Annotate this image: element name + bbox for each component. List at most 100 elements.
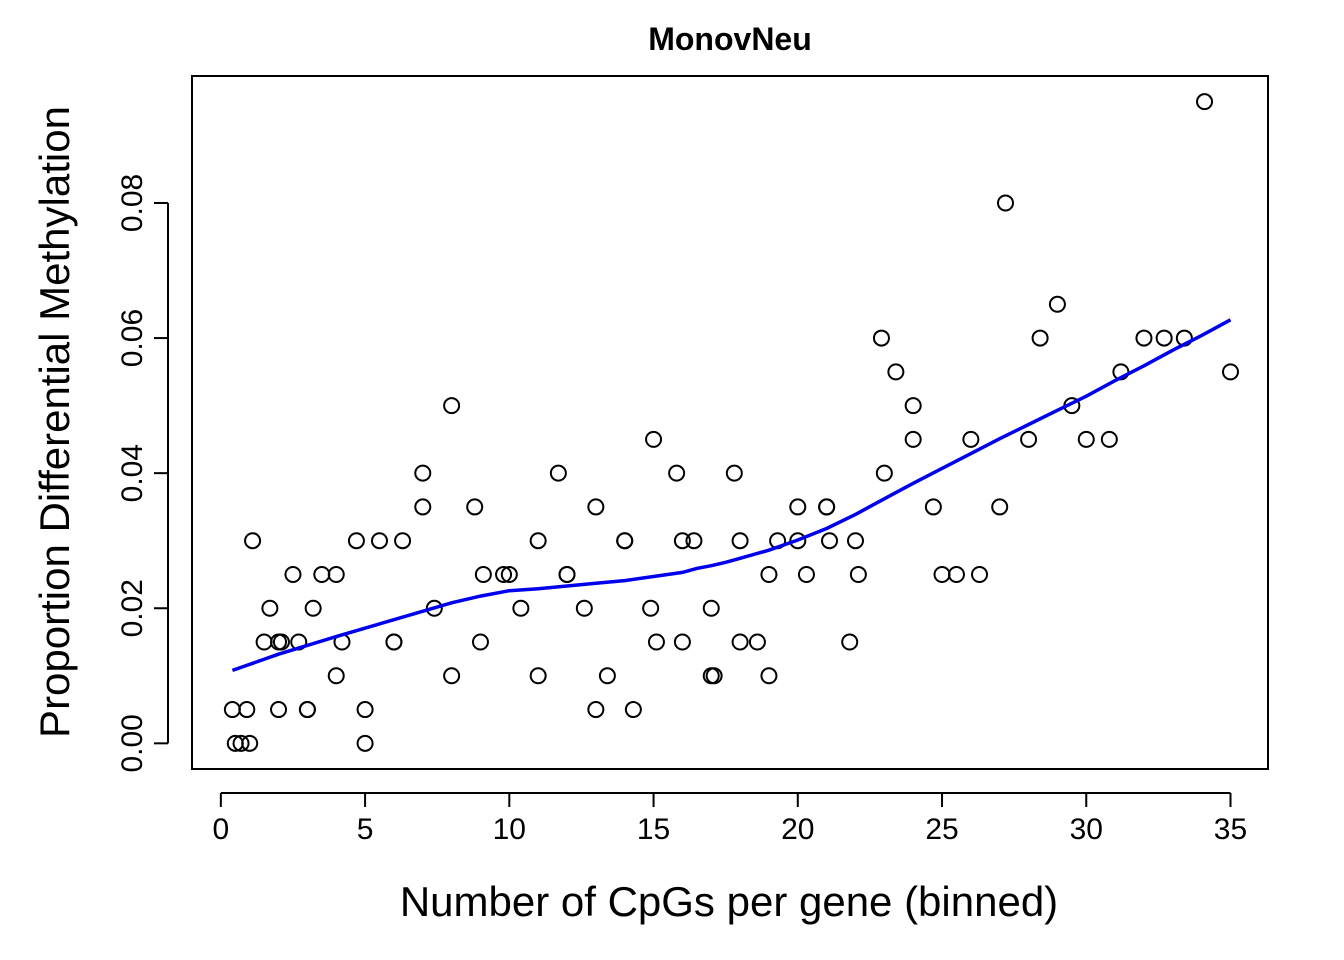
trend-line <box>231 318 1232 673</box>
data-point <box>849 565 867 583</box>
data-point <box>500 565 518 583</box>
data-point <box>846 532 864 550</box>
data-point <box>598 667 616 685</box>
data-point <box>466 498 484 516</box>
data-point <box>933 565 951 583</box>
data-point <box>313 565 331 583</box>
data-point <box>347 532 365 550</box>
y-axis: 0.00 0.02 0.04 0.06 0.08 <box>116 174 169 773</box>
data-point <box>821 532 839 550</box>
data-point <box>474 565 492 583</box>
data-point <box>495 565 513 583</box>
x-tick-label: 25 <box>925 813 958 846</box>
data-point <box>356 734 374 752</box>
data-point <box>760 565 778 583</box>
data-points <box>223 93 1239 752</box>
data-point <box>558 565 576 583</box>
x-tick-label: 0 <box>213 813 230 846</box>
data-point <box>731 633 749 651</box>
data-point <box>587 498 605 516</box>
data-point <box>702 599 720 617</box>
data-point <box>1221 363 1239 381</box>
data-point <box>298 701 316 719</box>
data-point <box>1077 430 1095 448</box>
x-tick-label: 5 <box>357 813 374 846</box>
data-point <box>1100 430 1118 448</box>
data-point <box>971 565 989 583</box>
data-point <box>818 498 836 516</box>
data-point <box>962 430 980 448</box>
data-point <box>238 701 256 719</box>
data-point <box>356 701 374 719</box>
data-point <box>385 633 403 651</box>
x-tick-label: 30 <box>1070 813 1103 846</box>
data-point <box>1135 329 1153 347</box>
data-point <box>443 397 461 415</box>
data-point <box>872 329 890 347</box>
data-point <box>642 599 660 617</box>
data-point <box>232 734 250 752</box>
data-point <box>616 532 634 550</box>
data-point <box>647 633 665 651</box>
data-point <box>748 633 766 651</box>
plot-frame <box>191 75 1269 770</box>
data-point <box>223 701 241 719</box>
data-point <box>272 633 290 651</box>
x-tick-label: 10 <box>493 813 526 846</box>
y-tick-label: 0.02 <box>116 579 149 637</box>
y-tick-label: 0.06 <box>116 309 149 367</box>
data-point <box>685 532 703 550</box>
data-point <box>371 532 389 550</box>
x-tick-label: 15 <box>637 813 670 846</box>
data-point <box>731 532 749 550</box>
y-tick-label: 0.00 <box>116 714 149 772</box>
data-point <box>904 430 922 448</box>
data-point <box>904 397 922 415</box>
data-point <box>261 599 279 617</box>
data-point <box>624 701 642 719</box>
data-point <box>529 667 547 685</box>
y-axis-label: Proportion Differential Methylation <box>31 106 78 738</box>
data-point <box>304 599 322 617</box>
data-point <box>991 498 1009 516</box>
data-point <box>241 734 259 752</box>
data-point <box>705 667 723 685</box>
y-tick-label: 0.08 <box>116 174 149 232</box>
x-tick-label: 20 <box>781 813 814 846</box>
data-point <box>789 532 807 550</box>
data-point <box>760 667 778 685</box>
data-point <box>1031 329 1049 347</box>
data-point <box>789 498 807 516</box>
chart-title: MonovNeu <box>648 21 812 57</box>
data-point <box>471 633 489 651</box>
x-tick-label: 35 <box>1214 813 1247 846</box>
data-point <box>587 701 605 719</box>
data-point <box>244 532 262 550</box>
data-point <box>996 194 1014 212</box>
data-point <box>327 565 345 583</box>
data-point <box>725 464 743 482</box>
data-point <box>529 532 547 550</box>
data-point <box>841 633 859 651</box>
data-point <box>1155 329 1173 347</box>
data-point <box>512 599 530 617</box>
data-point <box>797 565 815 583</box>
data-point <box>1196 93 1214 111</box>
data-point <box>947 565 965 583</box>
data-point <box>575 599 593 617</box>
data-point <box>673 633 691 651</box>
data-point <box>875 464 893 482</box>
data-point <box>284 565 302 583</box>
data-point <box>1048 295 1066 313</box>
data-point <box>414 498 432 516</box>
y-tick-label: 0.04 <box>116 444 149 502</box>
data-point <box>549 464 567 482</box>
data-point <box>668 464 686 482</box>
x-axis-label: Number of CpGs per gene (binned) <box>400 878 1058 925</box>
data-point <box>414 464 432 482</box>
data-point <box>270 701 288 719</box>
data-point <box>673 532 691 550</box>
x-axis: 0 5 10 15 20 25 30 35 <box>213 792 1247 846</box>
data-point <box>645 430 663 448</box>
